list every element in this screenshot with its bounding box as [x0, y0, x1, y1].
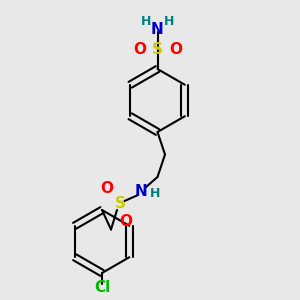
Text: O: O: [100, 181, 113, 196]
Text: H: H: [164, 15, 174, 28]
Text: O: O: [119, 214, 132, 229]
Text: N: N: [135, 184, 147, 200]
Text: O: O: [133, 42, 146, 57]
Text: S: S: [115, 196, 125, 211]
Text: H: H: [150, 187, 161, 200]
Text: N: N: [151, 22, 164, 37]
Text: O: O: [169, 42, 182, 57]
Text: S: S: [152, 42, 163, 57]
Text: Cl: Cl: [94, 280, 110, 296]
Text: H: H: [141, 15, 151, 28]
